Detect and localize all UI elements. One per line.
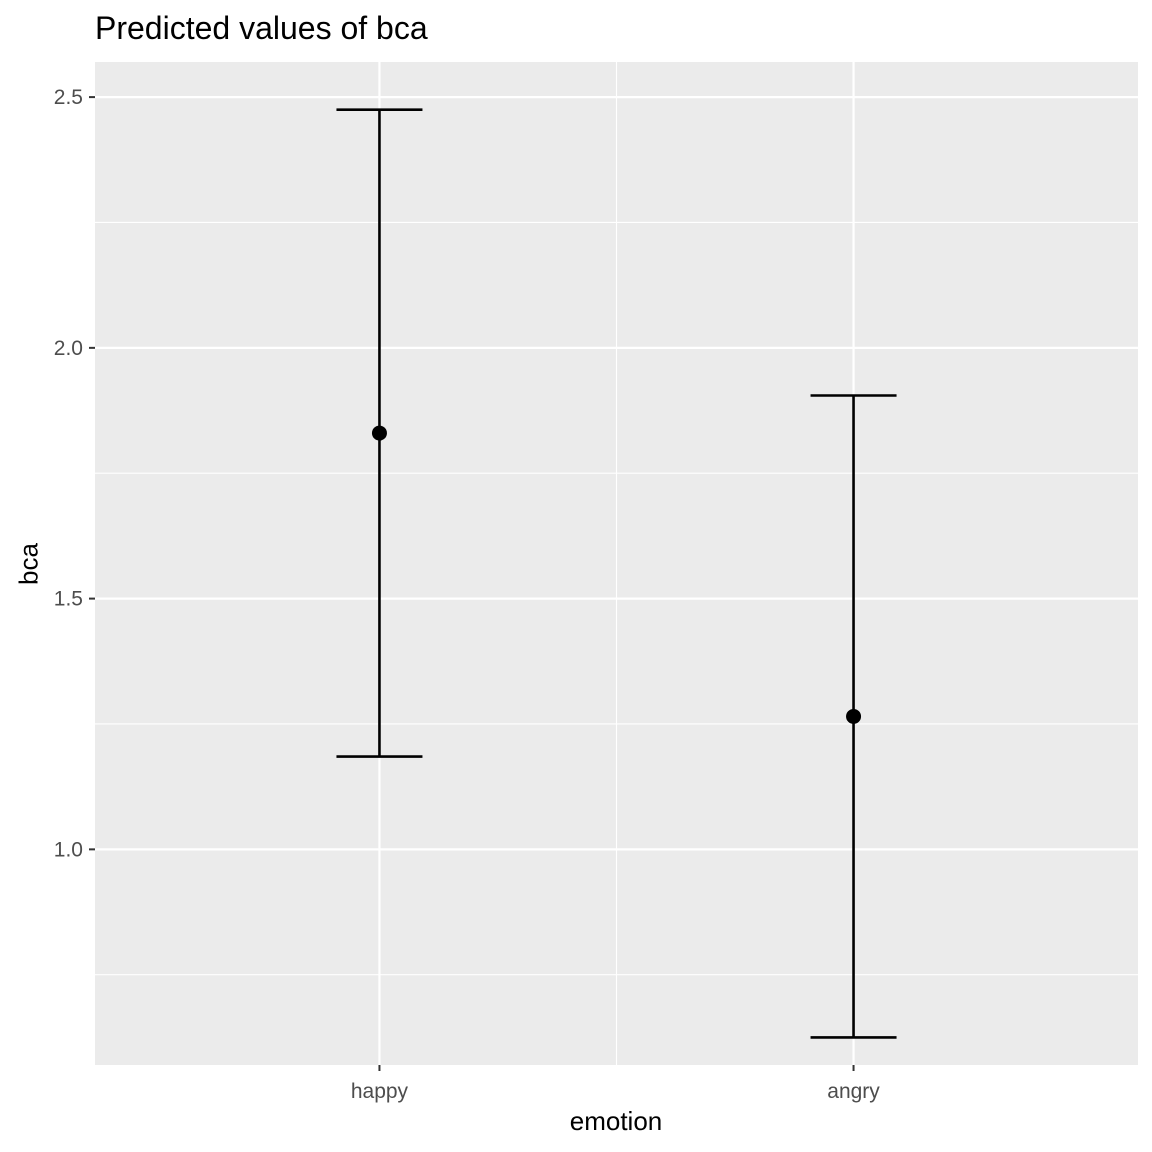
y-tick-label: 1.0	[54, 838, 83, 861]
x-tick-label: angry	[827, 1080, 880, 1103]
y-tick-label: 2.5	[54, 86, 83, 109]
chart-marks	[336, 108, 897, 1039]
x-axis-label: emotion	[569, 1106, 663, 1136]
grid-minor	[95, 62, 1138, 1065]
y-tick-label: 2.0	[54, 337, 83, 360]
chart-title: Predicted values of bca	[95, 10, 428, 46]
y-axis: 1.0 1.5 2.0 2.5	[54, 86, 95, 861]
data-point	[371, 425, 387, 441]
x-axis: happy angry	[351, 1065, 880, 1103]
x-tick-label: happy	[351, 1080, 409, 1103]
data-point	[846, 708, 862, 724]
y-tick-label: 1.5	[54, 588, 83, 611]
